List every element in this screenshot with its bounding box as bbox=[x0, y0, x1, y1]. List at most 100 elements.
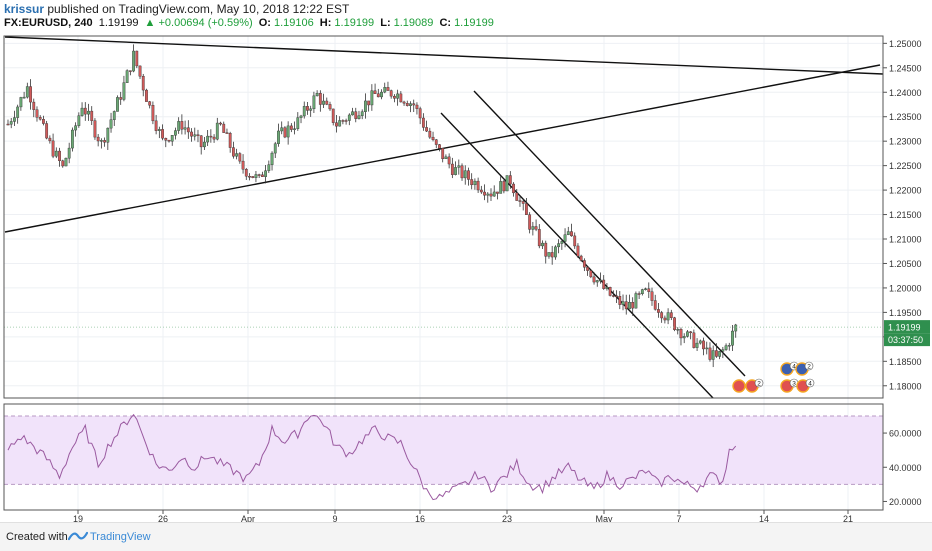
candle-body bbox=[431, 136, 435, 140]
candle-body bbox=[563, 234, 567, 242]
time-tick-label: 19 bbox=[73, 514, 83, 522]
candle-body bbox=[154, 120, 158, 131]
candle-body bbox=[702, 340, 705, 350]
candle-body bbox=[199, 135, 203, 148]
rsi-tick-label: 40.0000 bbox=[889, 463, 922, 473]
candle-body bbox=[589, 270, 593, 278]
candle-body bbox=[692, 332, 696, 348]
candle-body bbox=[421, 117, 425, 128]
candle-body bbox=[582, 260, 586, 268]
ohlc-legend: FX:EURUSD, 240 1.19199 ▲ +0.00694 (+0.59… bbox=[4, 17, 497, 29]
candle-body bbox=[724, 345, 728, 350]
candle-body bbox=[280, 127, 284, 132]
event-count-badge bbox=[754, 378, 764, 388]
candle-body bbox=[615, 295, 618, 298]
candle-body bbox=[624, 301, 628, 310]
candle-body bbox=[454, 167, 457, 175]
candle-body bbox=[309, 108, 313, 111]
time-tick-label: 23 bbox=[502, 514, 512, 522]
candle-body bbox=[457, 165, 461, 168]
candle-body bbox=[602, 279, 606, 289]
candle-body bbox=[657, 309, 660, 313]
candle-body bbox=[74, 125, 78, 131]
candle-body bbox=[283, 127, 287, 138]
candle-body bbox=[16, 106, 20, 118]
candle-body bbox=[534, 226, 538, 230]
candle-body bbox=[328, 104, 332, 110]
candle-body bbox=[611, 295, 615, 297]
candle-body bbox=[512, 183, 515, 194]
candle-body bbox=[183, 127, 187, 130]
candle-body bbox=[260, 174, 264, 177]
tradingview-brand[interactable]: TradingView bbox=[90, 531, 151, 543]
candle-body bbox=[347, 114, 351, 121]
channel-upper-line bbox=[473, 90, 746, 377]
candle-body bbox=[238, 153, 242, 162]
time-axis[interactable]: 19 26 Apr 9 16 23 May 7 14 21 bbox=[73, 510, 853, 522]
economic-events[interactable]: 2 4 2 3 4 bbox=[732, 361, 815, 393]
candle-body bbox=[83, 107, 87, 115]
candle-body bbox=[103, 140, 107, 143]
candle-body bbox=[296, 117, 300, 129]
eurusd-chart[interactable]: 1.25000 1.24500 1.24000 1.23500 1.23000 1.225… bbox=[0, 34, 932, 522]
candle-body bbox=[99, 140, 103, 142]
candle-body bbox=[686, 331, 689, 337]
symbol-label[interactable]: FX:EURUSD, 240 bbox=[4, 17, 93, 29]
candle-body bbox=[715, 350, 718, 357]
candle-body bbox=[560, 241, 564, 244]
close-label: C: bbox=[439, 17, 452, 29]
open-label: O: bbox=[258, 17, 271, 29]
last-price: 1.19199 bbox=[98, 17, 139, 29]
candle-body bbox=[331, 108, 335, 123]
candle-body bbox=[599, 279, 602, 282]
price-axis[interactable]: 1.25000 1.24500 1.24000 1.23500 1.23000 1.225… bbox=[883, 36, 932, 510]
high-label: H: bbox=[319, 17, 332, 29]
created-with-label: Created with bbox=[6, 531, 68, 543]
candle-body bbox=[231, 147, 235, 157]
candle-body bbox=[576, 245, 580, 257]
candle-body bbox=[235, 153, 239, 157]
event-count-badge bbox=[805, 378, 815, 388]
candle-body bbox=[180, 121, 184, 130]
candle-body bbox=[695, 342, 699, 348]
candle-body bbox=[425, 127, 428, 132]
candle-body bbox=[122, 82, 126, 100]
price-tick-label: 1.18000 bbox=[889, 381, 922, 391]
candle-body bbox=[492, 191, 496, 197]
candle-body bbox=[541, 242, 544, 247]
candle-body bbox=[318, 92, 322, 105]
footer: Created with TradingView bbox=[0, 522, 932, 551]
candle-body bbox=[412, 103, 416, 106]
candle-body bbox=[67, 147, 71, 159]
candle-body bbox=[644, 288, 647, 290]
price-tick-label: 1.24500 bbox=[889, 63, 922, 73]
candle-body bbox=[660, 312, 664, 319]
candle-body bbox=[666, 312, 670, 321]
candle-body bbox=[595, 280, 599, 283]
candle-body bbox=[112, 111, 116, 120]
candle-body bbox=[116, 97, 119, 112]
candle-body bbox=[528, 214, 532, 230]
candle-body bbox=[109, 119, 113, 129]
time-tick-label: 14 bbox=[759, 514, 769, 522]
candle-body bbox=[148, 101, 152, 106]
candle-body bbox=[450, 163, 454, 175]
candle-body bbox=[35, 109, 39, 118]
candle-body bbox=[293, 128, 296, 130]
candle-body bbox=[45, 123, 49, 139]
price-tick-label: 1.20000 bbox=[889, 283, 922, 293]
us-event-icon bbox=[732, 379, 746, 393]
rsi-pane-border bbox=[3, 403, 884, 511]
candle-body bbox=[441, 148, 445, 160]
candle-body bbox=[734, 324, 738, 332]
candle-body bbox=[679, 329, 683, 339]
candle-body bbox=[228, 133, 232, 148]
candle-body bbox=[586, 267, 590, 271]
high-value: 1.19199 bbox=[334, 17, 375, 29]
candle-body bbox=[344, 120, 348, 122]
candle-body bbox=[9, 121, 13, 125]
candle-body bbox=[415, 104, 419, 109]
candle-body bbox=[505, 175, 509, 192]
author-link[interactable]: krissur bbox=[4, 2, 45, 16]
candle-body bbox=[161, 129, 164, 139]
